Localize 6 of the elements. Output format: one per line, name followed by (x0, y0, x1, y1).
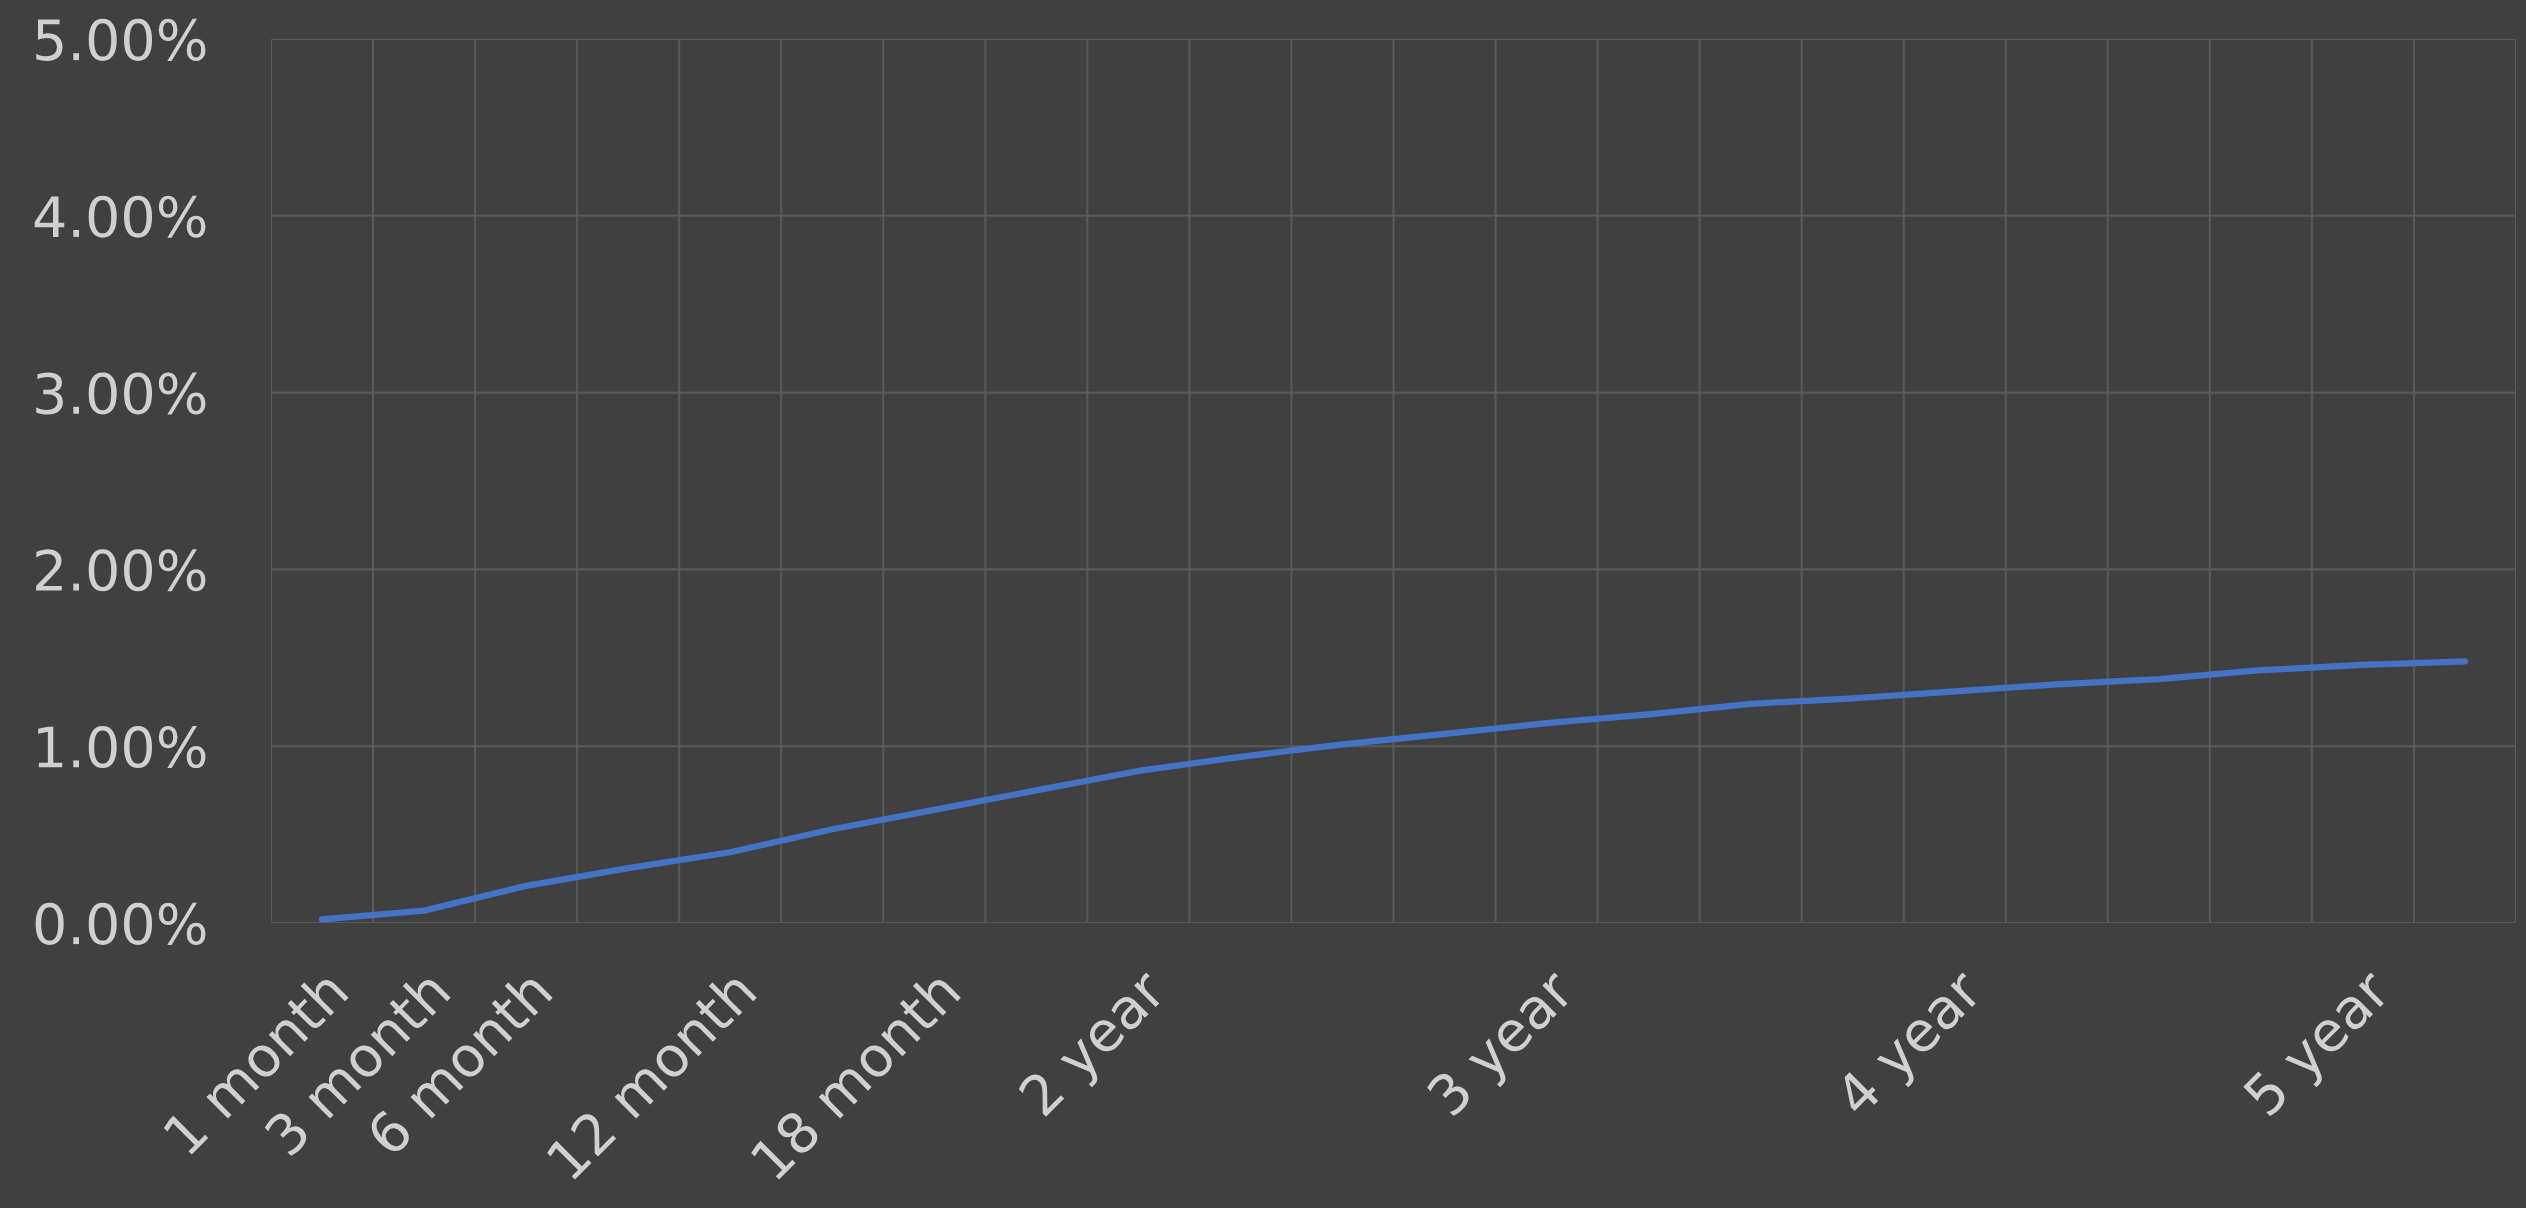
y-tick-label: 1.00% (38, 726, 206, 769)
y-tick-label: 3.00% (36, 372, 206, 415)
y-tick-label: 2.00% (36, 549, 206, 592)
y-tick-label: 0.00% (35, 902, 206, 945)
y-tick-label: 4.00% (34, 195, 206, 238)
y-tick-label: 5.00% (36, 18, 206, 61)
